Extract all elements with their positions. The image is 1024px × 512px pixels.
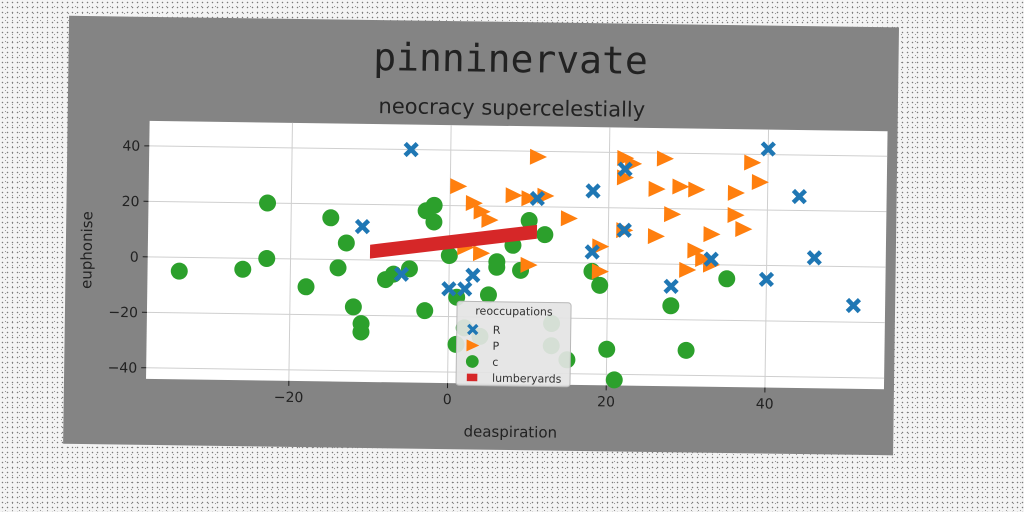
y-tick-label: 40 [122,139,140,155]
legend-label-lumberyards: lumberyards [492,372,562,386]
x-tick-label: −20 [274,390,304,406]
legend-title: reoccupations [475,304,553,318]
x-axis-label: deaspiration [463,422,557,441]
x-tick-label: 40 [756,396,774,412]
y-tick-label: 20 [122,194,140,210]
y-tick-label: −20 [108,305,138,321]
legend-label-P: P [492,340,499,353]
legend-marker-lumberyards [467,374,478,382]
legend: reoccupations RPc lumberyards [456,301,571,387]
chart-title: neocracy supercelestially [378,94,645,122]
legend-label-c: c [492,356,498,369]
y-tick-label: 0 [130,250,139,266]
y-tick-label: −40 [108,360,138,376]
x-tick-label: 0 [443,392,452,408]
legend-label-R: R [493,324,501,337]
chart-suptitle: pinninervate [373,35,648,83]
y-axis-label: euphonise [77,211,96,289]
x-tick-label: 20 [597,394,615,410]
